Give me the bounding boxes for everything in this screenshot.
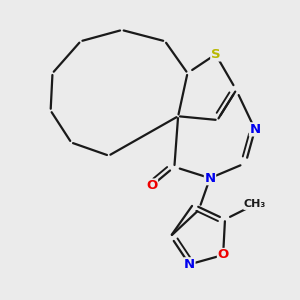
Text: O: O [218,248,229,262]
Text: S: S [211,48,220,61]
Text: N: N [249,123,261,136]
Text: O: O [146,179,158,192]
Text: N: N [184,258,195,271]
Text: N: N [204,172,216,184]
Text: CH₃: CH₃ [244,200,266,209]
